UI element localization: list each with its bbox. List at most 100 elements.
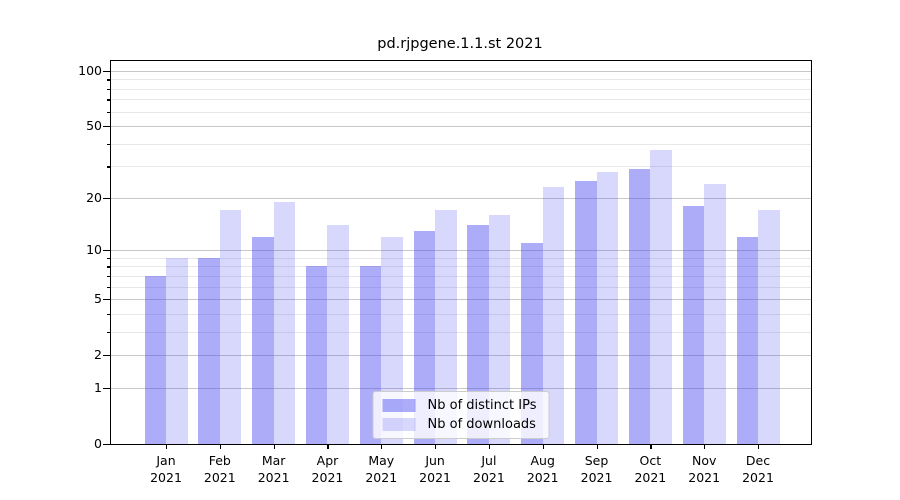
x-tick-label-mar: Mar 2021 (257, 453, 290, 485)
x-tick-label-feb: Feb 2021 (203, 453, 236, 485)
x-tick (273, 444, 275, 449)
y-tick-major (103, 355, 110, 357)
legend-entry-distinct-ips: Nb of distinct IPs (382, 398, 537, 413)
legend-swatch-distinct-ips (382, 399, 416, 412)
x-tick (381, 444, 383, 449)
y-tick-label: 20 (86, 189, 102, 205)
bar-distinct-ips-mar (252, 236, 274, 444)
bar-distinct-ips-nov (682, 206, 705, 444)
x-tick-label-sep: Sep 2021 (580, 453, 613, 485)
chart-title: pd.rjpgene.1.1.st 2021 (377, 36, 543, 52)
y-gridline-minor (111, 257, 811, 259)
y-tick-minor (106, 266, 110, 268)
bar-downloads-sep (596, 171, 619, 444)
y-gridline-minor (111, 313, 811, 315)
y-tick-minor (106, 275, 110, 278)
x-tick-label-may: May 2021 (365, 453, 398, 485)
y-gridline-minor (111, 79, 811, 81)
y-gridline-minor (111, 331, 811, 333)
x-tick (758, 444, 760, 449)
bar-downloads-dec (758, 210, 780, 444)
bar-distinct-ips-jul (467, 225, 489, 444)
legend-swatch-downloads (382, 418, 416, 431)
x-tick (327, 444, 329, 449)
x-tick-label-dec: Dec 2021 (742, 453, 774, 485)
y-tick-minor (106, 331, 110, 334)
legend-label-distinct-ips: Nb of distinct IPs (427, 398, 537, 413)
y-tick-minor (106, 286, 110, 288)
y-tick-minor (106, 99, 110, 101)
bar-distinct-ips-jun (413, 230, 436, 444)
x-tick (219, 444, 221, 449)
legend-entry-downloads: Nb of downloads (382, 417, 537, 432)
y-tick-major (103, 299, 110, 301)
x-tick (488, 444, 491, 449)
bar-downloads-nov (704, 183, 726, 444)
y-gridline-major (111, 250, 811, 252)
x-tick (166, 444, 168, 449)
bar-distinct-ips-jan (144, 275, 166, 444)
y-gridline-minor (111, 286, 811, 288)
x-tick-label-nov: Nov 2021 (688, 453, 721, 485)
y-tick-major (103, 126, 110, 128)
y-tick-minor (106, 88, 110, 91)
y-gridline-minor (111, 275, 811, 277)
y-gridline-major (111, 197, 811, 199)
bar-downloads-jul (488, 215, 511, 444)
y-tick-label: 2 (94, 347, 102, 363)
y-gridline-major (111, 299, 811, 301)
y-tick-major (103, 197, 110, 200)
y-tick-minor (106, 257, 110, 260)
y-tick-label: 10 (86, 242, 102, 258)
y-tick-label: 100 (78, 63, 102, 78)
bar-downloads-mar (273, 201, 296, 444)
legend-label-downloads: Nb of downloads (427, 417, 536, 432)
y-tick-label: 0 (94, 436, 102, 451)
x-tick-label-jul: Jul 2021 (473, 453, 505, 485)
y-tick-minor (106, 143, 110, 146)
y-tick-minor (106, 79, 110, 81)
y-tick-minor (106, 313, 110, 316)
x-tick-label-aug: Aug 2021 (526, 453, 559, 485)
x-tick-label-apr: Apr 2021 (311, 453, 344, 485)
y-gridline-major (111, 126, 811, 128)
y-tick-label: 1 (94, 379, 102, 395)
bar-downloads-aug (542, 187, 565, 444)
bar-distinct-ips-apr (305, 266, 328, 444)
y-gridline-minor (111, 99, 811, 101)
plot-area: Nb of distinct IPs Nb of downloads (110, 60, 812, 445)
bar-distinct-ips-sep (575, 180, 597, 444)
y-gridline-major (111, 387, 811, 389)
bar-downloads-oct (650, 150, 672, 444)
y-gridline-major (111, 71, 811, 72)
y-gridline-minor (111, 266, 811, 268)
bar-distinct-ips-dec (736, 236, 758, 444)
x-tick (435, 444, 437, 449)
y-tick-major (103, 444, 110, 446)
y-gridline-minor (111, 143, 811, 145)
y-gridline-major (111, 355, 811, 357)
legend: Nb of distinct IPs Nb of downloads (372, 391, 550, 439)
x-tick (650, 444, 652, 449)
x-tick (704, 444, 706, 449)
bar-distinct-ips-oct (628, 169, 651, 444)
bar-downloads-jun (435, 210, 457, 444)
y-gridline-minor (111, 111, 811, 113)
bar-downloads-jan (166, 257, 188, 444)
x-tick-label-oct: Oct 2021 (634, 453, 667, 485)
y-tick-major (103, 71, 110, 73)
x-tick (596, 444, 598, 449)
y-tick-minor (106, 111, 110, 113)
x-tick-label-jun: Jun 2021 (419, 453, 451, 485)
bar-distinct-ips-feb (198, 257, 220, 444)
bar-downloads-feb (219, 210, 242, 444)
y-tick-label: 50 (86, 118, 102, 134)
y-tick-major (103, 250, 110, 252)
y-tick-minor (106, 166, 110, 168)
y-tick-major (103, 387, 110, 390)
y-gridline-minor (111, 88, 811, 90)
bar-downloads-apr (327, 225, 349, 444)
x-tick (542, 444, 544, 449)
x-tick-label-jan: Jan 2021 (150, 453, 182, 485)
